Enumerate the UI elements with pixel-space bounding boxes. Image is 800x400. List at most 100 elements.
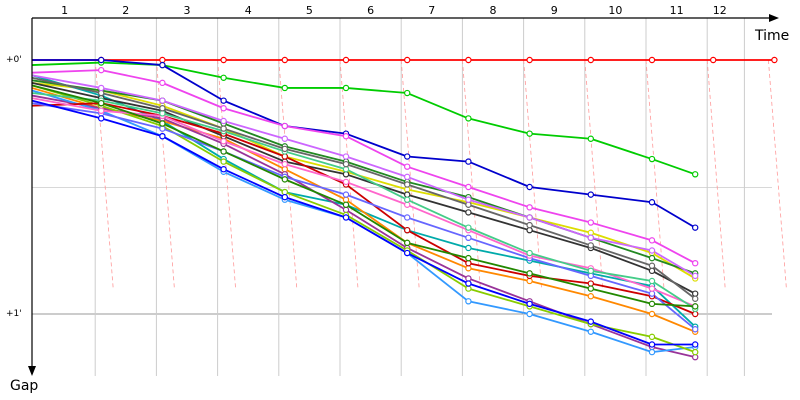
series-point (465, 234, 472, 241)
series-point (159, 79, 166, 87)
series-point (342, 160, 350, 168)
series-point (281, 122, 288, 130)
series-point (404, 163, 411, 170)
series-point (465, 115, 472, 122)
series-point (281, 176, 288, 183)
series-point (159, 125, 166, 132)
series-point (465, 265, 472, 272)
series-point (587, 191, 595, 198)
series-point (281, 160, 288, 168)
leader-trace-line (523, 59, 542, 289)
series-point (692, 348, 699, 356)
series-point (97, 66, 105, 74)
series-line (31, 102, 696, 330)
lap-label: 3 (184, 4, 191, 17)
series-point (404, 173, 411, 181)
series-point (342, 171, 350, 178)
series-point (220, 158, 227, 165)
series-point (648, 267, 656, 275)
series-point (587, 242, 595, 249)
series-point (526, 270, 533, 277)
series-point (587, 135, 595, 142)
series-point (648, 277, 656, 285)
series-point (342, 191, 350, 198)
lap-label: 1 (61, 4, 68, 17)
series-point (526, 310, 533, 318)
series-line (31, 87, 696, 333)
series-point (587, 267, 595, 275)
series-point (692, 224, 699, 231)
series-point (465, 209, 472, 216)
series-line (31, 76, 696, 300)
series-point (342, 132, 350, 140)
series-point (587, 229, 595, 236)
series-point (648, 237, 656, 244)
series-point (587, 56, 595, 64)
series-line (31, 92, 696, 310)
y-tick-label: +1' (6, 309, 22, 319)
x-axis-arrow (769, 14, 779, 22)
series-point (526, 221, 533, 229)
series-point (220, 125, 227, 132)
series-point (342, 166, 350, 173)
series-point (159, 120, 166, 127)
series-point (587, 272, 595, 280)
series-point (587, 219, 595, 226)
series-point (465, 244, 472, 252)
series-point (281, 193, 288, 201)
series-point (526, 226, 533, 234)
series-line (31, 102, 696, 315)
series-point (692, 341, 699, 348)
series-point (97, 99, 105, 107)
series-point (404, 56, 411, 64)
series-line (31, 74, 696, 277)
series-point (465, 56, 472, 64)
series-point (342, 56, 350, 64)
axes: Time Gap (10, 14, 789, 394)
series-point (281, 166, 288, 173)
series-point (97, 84, 105, 92)
series-point (465, 275, 472, 282)
grid (32, 18, 787, 376)
series-point (648, 341, 656, 348)
series-point (648, 348, 656, 356)
series-point (404, 214, 411, 221)
series-point (342, 84, 350, 92)
leader-trace-line (768, 59, 787, 289)
series-point (526, 130, 533, 137)
series-point (587, 280, 595, 287)
series-point (159, 61, 166, 69)
series-point (692, 326, 699, 333)
leader-trace-line (400, 59, 420, 289)
series-line (31, 94, 696, 359)
series-point (281, 56, 288, 64)
series-point (465, 201, 472, 208)
series-point (342, 178, 350, 186)
series-point (526, 214, 533, 221)
series-point (526, 183, 533, 191)
leader-trace-line (462, 59, 481, 289)
series-point (692, 310, 699, 318)
series-point (404, 196, 411, 203)
series-point (342, 153, 350, 160)
series-line (31, 99, 696, 346)
series-point (404, 191, 411, 198)
y-ticks: +0' +1' (6, 55, 22, 319)
lap-label: 6 (367, 4, 374, 17)
series-point (159, 132, 166, 140)
series-point (587, 234, 595, 241)
series-point (159, 105, 166, 112)
series-point (526, 56, 533, 64)
lap-label: 10 (608, 4, 622, 17)
series-point (465, 196, 472, 203)
series-point (404, 226, 411, 234)
series-point (404, 239, 411, 247)
lap-label: 8 (490, 4, 497, 17)
series-point (97, 89, 105, 97)
series-point (526, 277, 533, 285)
series-point (771, 56, 778, 64)
series-point (587, 318, 595, 325)
y-axis-title: Gap (10, 378, 38, 394)
series-point (465, 183, 472, 191)
series-point (692, 290, 699, 297)
